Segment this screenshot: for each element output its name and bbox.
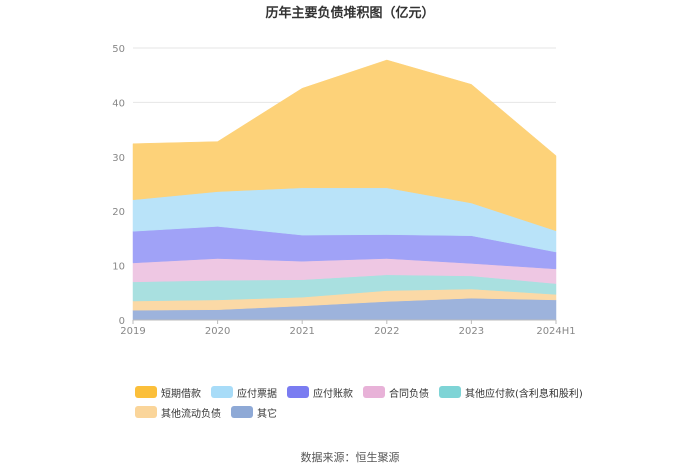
legend-item[interactable]: 其它 <box>231 406 277 420</box>
legend: 短期借款 应付票据 应付账款 合同负债 其他应付款(含利息和股利) 其他流动负债 其它 <box>135 386 605 420</box>
y-tick-label: 10 <box>112 262 125 273</box>
x-tick-label: 2021 <box>289 326 314 337</box>
legend-swatch <box>363 386 385 398</box>
chart-title: 历年主要负债堆积图（亿元） <box>265 5 434 21</box>
legend-label: 其他应付款(含利息和股利) <box>465 388 583 400</box>
legend-label: 应付票据 <box>237 388 277 400</box>
y-tick-label: 20 <box>112 207 125 218</box>
legend-label: 应付账款 <box>313 388 353 400</box>
legend-swatch <box>135 386 157 398</box>
x-tick-label: 2020 <box>205 326 230 337</box>
legend-label: 其它 <box>257 408 277 420</box>
legend-item[interactable]: 其他流动负债 <box>135 406 221 420</box>
x-tick-label: 2023 <box>459 326 484 337</box>
legend-label: 其他流动负债 <box>161 408 221 420</box>
source-note: 数据来源：恒生聚源 <box>300 451 400 464</box>
legend-item[interactable]: 应付账款 <box>287 386 353 400</box>
legend-swatch <box>439 386 461 398</box>
legend-swatch <box>287 386 309 398</box>
area-短期借款 <box>132 59 557 232</box>
legend-item[interactable]: 合同负债 <box>363 386 429 400</box>
legend-swatch <box>135 406 157 418</box>
legend-swatch <box>211 386 233 398</box>
y-tick-label: 30 <box>112 153 125 164</box>
legend-label: 短期借款 <box>161 388 201 400</box>
legend-item[interactable]: 短期借款 <box>135 386 201 400</box>
legend-swatch <box>231 406 253 418</box>
x-tick-label: 2019 <box>120 326 145 337</box>
legend-label: 合同负债 <box>389 388 429 400</box>
legend-item[interactable]: 其他应付款(含利息和股利) <box>439 386 583 400</box>
y-tick-label: 50 <box>112 44 125 55</box>
legend-item[interactable]: 应付票据 <box>211 386 277 400</box>
y-tick-label: 40 <box>112 98 125 109</box>
x-tick-label: 2022 <box>374 326 399 337</box>
y-tick-label: 0 <box>119 316 125 327</box>
x-tick-label: 2024H1 <box>536 326 575 337</box>
